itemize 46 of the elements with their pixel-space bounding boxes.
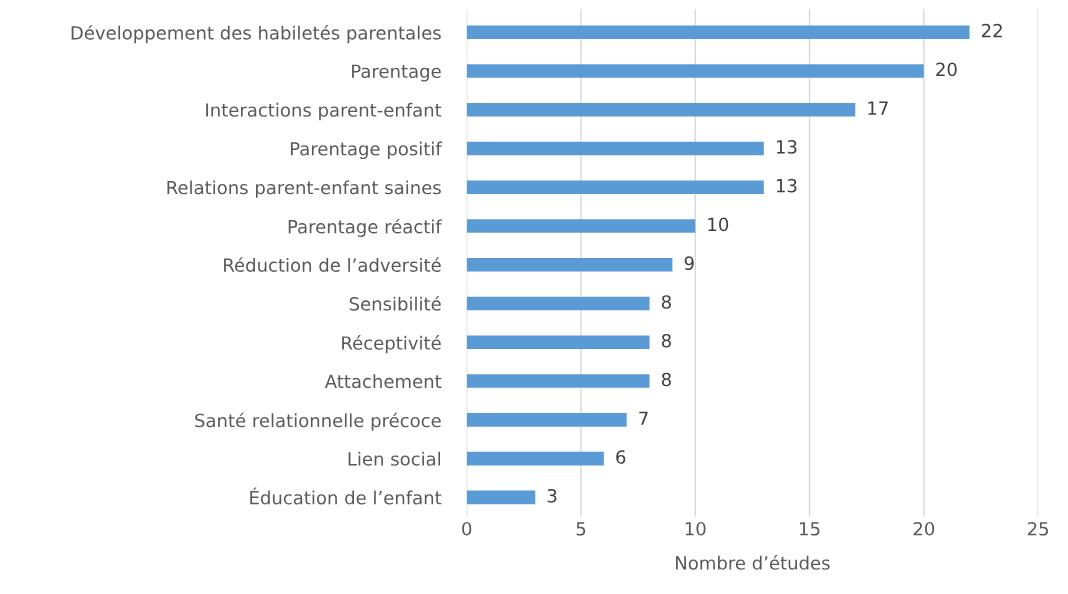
bar xyxy=(466,335,650,350)
y-tick-label: Lien social xyxy=(348,451,441,466)
data-label: 10 xyxy=(708,217,729,232)
y-tick-label: Développement des habiletés parentales xyxy=(71,24,441,44)
x-axis-title: Nombre d’études xyxy=(676,555,830,570)
data-label: 8 xyxy=(661,372,671,387)
bar xyxy=(466,490,536,505)
data-label: 8 xyxy=(661,295,671,309)
data-label: 3 xyxy=(547,488,557,503)
y-tick-label: Santé relationnelle précoce xyxy=(195,412,441,431)
data-label: 13 xyxy=(776,178,797,193)
x-tick-label: 20 xyxy=(913,521,935,536)
bar xyxy=(466,102,856,117)
data-label: 17 xyxy=(868,101,888,115)
data-label: 7 xyxy=(639,411,648,425)
y-tick-label: Parentage xyxy=(352,64,441,82)
x-tick-label: 15 xyxy=(800,522,820,536)
data-label: 9 xyxy=(684,256,694,271)
y-tick-label: Réceptivité xyxy=(342,335,441,354)
data-label: 20 xyxy=(936,62,957,77)
y-tick-label: Éducation de l’enfant xyxy=(250,487,442,505)
bar xyxy=(466,141,764,156)
data-label: 22 xyxy=(981,23,1002,38)
y-tick-label: Parentage réactif xyxy=(288,218,443,237)
bar xyxy=(466,180,764,195)
x-tick-label: 5 xyxy=(576,522,586,536)
bar xyxy=(466,25,970,39)
bar xyxy=(466,64,924,78)
y-tick-label: Interactions parent-enfant xyxy=(206,102,442,121)
y-tick-label: Parentage positif xyxy=(290,141,443,160)
bar xyxy=(466,258,673,272)
bar xyxy=(466,219,696,233)
bar xyxy=(466,374,650,388)
data-label: 8 xyxy=(661,333,671,348)
x-tick-label: 25 xyxy=(1027,521,1049,536)
bar xyxy=(466,451,604,466)
y-tick-label: Réduction de l’adversité xyxy=(224,257,441,272)
data-label: 13 xyxy=(776,140,797,154)
y-tick-label: Sensibilité xyxy=(349,295,441,311)
data-label: 6 xyxy=(616,450,626,464)
x-tick-label: 0 xyxy=(462,521,472,536)
x-tick-label: 10 xyxy=(685,521,706,536)
y-tick-label: Relations parent-enfant saines xyxy=(167,180,441,198)
y-tick-label: Attachement xyxy=(324,374,442,389)
bar xyxy=(466,296,650,311)
bar xyxy=(466,413,627,427)
